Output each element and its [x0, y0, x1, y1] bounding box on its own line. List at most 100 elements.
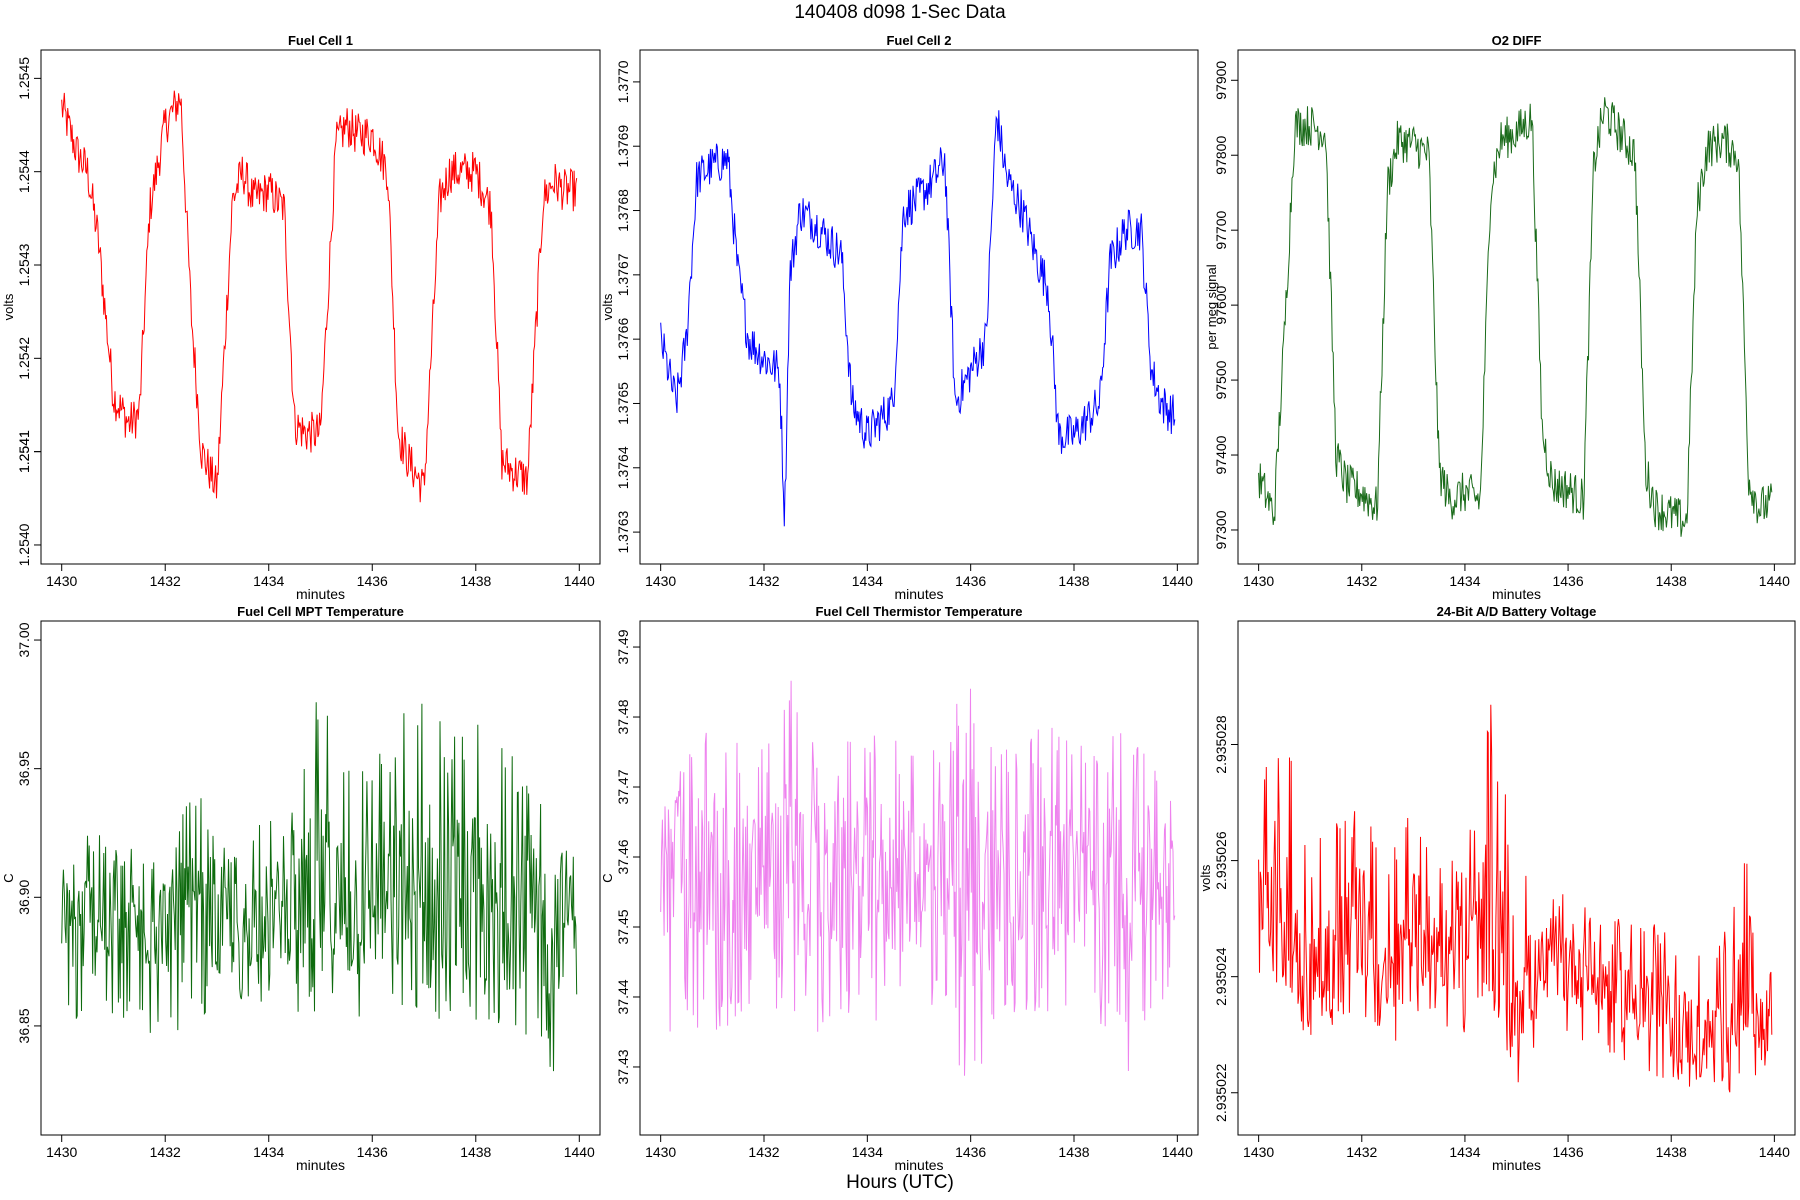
panel-3-ytick-label: 97900	[1213, 61, 1229, 100]
panel-2-xtick-label: 1430	[645, 573, 676, 589]
panel-5-xtick-label: 1430	[645, 1144, 676, 1160]
panel-5-xtick-label: 1436	[955, 1144, 986, 1160]
panel-2-ytick-label: 1.3763	[615, 510, 631, 553]
panel-4-xtick-label: 1438	[460, 1144, 491, 1160]
panel-6-plot-frame	[1237, 620, 1796, 1136]
panel-5-ytick-label: 37.48	[615, 699, 631, 734]
panel-4: Fuel Cell MPT Temperature 1430 1432 1434 143…	[1, 604, 601, 1173]
panel-5-xtick-label: 1432	[748, 1144, 779, 1160]
panel-2-ytick-label: 1.3768	[615, 189, 631, 232]
panel-3-ytick-label: 97800	[1213, 136, 1229, 175]
panel-5-ylabel: C	[600, 873, 615, 882]
panel-1-xlabel: minutes	[296, 586, 345, 602]
panel-2-xtick-label: 1434	[852, 573, 883, 589]
panel-1-title: Fuel Cell 1	[288, 33, 353, 48]
panel-4-ylabel: C	[1, 873, 16, 882]
panel-1-ytick-label: 1.2545	[16, 57, 32, 100]
panel-5-ytick-label: 37.49	[615, 629, 631, 664]
panel-2-xlabel: minutes	[894, 586, 943, 602]
panel-2-ytick-label: 1.3765	[615, 382, 631, 425]
panel-3-xtick-label: 1430	[1243, 573, 1274, 589]
panel-6-ytick-label: 2.935024	[1213, 947, 1229, 1006]
panel-5-ytick-label: 37.44	[615, 979, 631, 1014]
panel-6-ylabel: volts	[1198, 864, 1213, 891]
panel-6-ytick-label: 2.935026	[1213, 831, 1229, 890]
panel-6-xtick-label: 1440	[1759, 1144, 1790, 1160]
panel-4-xtick-label: 1432	[150, 1144, 181, 1160]
panel-1-xtick-label: 1434	[253, 573, 284, 589]
panel-5-ytick-label: 37.47	[615, 769, 631, 804]
panel-3-xlabel: minutes	[1492, 586, 1541, 602]
panel-5-xtick-label: 1440	[1162, 1144, 1193, 1160]
panel-3-ytick-label: 97400	[1213, 435, 1229, 474]
panel-2-xtick-label: 1438	[1058, 573, 1089, 589]
panel-5-ytick-label: 37.43	[615, 1049, 631, 1084]
panel-6-ytick-label: 2.935022	[1213, 1063, 1229, 1122]
panel-1: Fuel Cell 1 1430 1432 1434 1436 1438 1440 minut…	[1, 33, 601, 602]
panel-5-series-line	[660, 680, 1176, 1076]
panel-2-xtick-label: 1432	[748, 573, 779, 589]
panel-5-xtick-label: 1434	[852, 1144, 883, 1160]
figure-xlabel: Hours (UTC)	[846, 1172, 954, 1193]
panel-6-ytick-label: 2.935028	[1213, 715, 1229, 774]
panel-1-xtick-label: 1430	[46, 573, 77, 589]
panel-4-xtick-label: 1440	[564, 1144, 595, 1160]
panel-4-ytick-label: 36.90	[16, 880, 32, 915]
panel-3-series-line	[1258, 97, 1773, 537]
panel-6-xtick-label: 1432	[1346, 1144, 1377, 1160]
panel-2: Fuel Cell 2 1430 1432 1434 1436 1438 1440 minut…	[600, 33, 1199, 602]
panel-2-ytick-label: 1.3769	[615, 125, 631, 168]
panel-3-xtick-label: 1432	[1346, 573, 1377, 589]
panel-5-plot-frame	[639, 620, 1199, 1136]
panel-4-plot-frame	[40, 620, 601, 1136]
panel-2-series-line	[660, 110, 1176, 527]
panel-1-ylabel: volts	[1, 293, 16, 320]
panel-5-ytick-label: 37.46	[615, 839, 631, 874]
panel-4-ytick-label: 36.85	[16, 1008, 32, 1043]
panel-4-ytick-label: 37.00	[16, 622, 32, 657]
panel-2-title: Fuel Cell 2	[886, 33, 951, 48]
panel-1-xtick-label: 1436	[357, 573, 388, 589]
panel-2-ytick-label: 1.3767	[615, 253, 631, 296]
panel-4-xlabel: minutes	[296, 1157, 345, 1173]
panel-5-title: Fuel Cell Thermistor Temperature	[815, 604, 1022, 619]
panel-6-title: 24-Bit A/D Battery Voltage	[1437, 604, 1597, 619]
panel-3-xtick-label: 1440	[1759, 573, 1790, 589]
panel-1-xtick-label: 1438	[460, 573, 491, 589]
panel-3-xtick-label: 1434	[1449, 573, 1480, 589]
panel-6: 24-Bit A/D Battery Voltage 1430 1432 1434 14…	[1198, 604, 1796, 1173]
panel-2-ylabel: volts	[600, 293, 615, 320]
panel-1-ytick-label: 1.2542	[16, 337, 32, 380]
panel-2-xtick-label: 1436	[955, 573, 986, 589]
panel-4-ytick-label: 36.95	[16, 751, 32, 786]
panel-3: O2 DIFF 1430 1432 1434 1436 1438 1440 minutes 97…	[1204, 33, 1796, 602]
panel-1-ytick-label: 1.2543	[16, 243, 32, 286]
panel-1-plot-frame	[40, 49, 601, 565]
panel-5-xlabel: minutes	[894, 1157, 943, 1173]
panel-1-ytick-label: 1.2540	[16, 523, 32, 566]
panel-4-title: Fuel Cell MPT Temperature	[237, 604, 404, 619]
panel-4-series-line	[61, 702, 578, 1072]
panel-5: Fuel Cell Thermistor Temperature 1430 1432…	[600, 604, 1199, 1173]
panel-3-plot-frame	[1237, 49, 1796, 565]
panel-6-xtick-label: 1438	[1656, 1144, 1687, 1160]
panel-1-xtick-label: 1440	[564, 573, 595, 589]
panel-6-xtick-label: 1434	[1449, 1144, 1480, 1160]
panel-1-series-line	[61, 90, 578, 503]
panel-2-plot-frame	[639, 49, 1199, 565]
panel-3-ytick-label: 97300	[1213, 510, 1229, 549]
panel-1-ytick-label: 1.2541	[16, 430, 32, 473]
panel-1-ytick-label: 1.2541	[16, 430, 32, 473]
panel-6-xtick-label: 1436	[1552, 1144, 1583, 1160]
panel-3-ytick-label: 97700	[1213, 211, 1229, 250]
panel-3-xtick-label: 1438	[1656, 573, 1687, 589]
panel-4-xtick-label: 1436	[357, 1144, 388, 1160]
panel-5-xtick-label: 1438	[1058, 1144, 1089, 1160]
panel-1-ytick-label: 1.2544	[16, 150, 32, 193]
panel-2-ytick-label: 1.3764	[615, 446, 631, 489]
panel-2-ytick-label: 1.3770	[615, 60, 631, 103]
panel-2-xtick-label: 1440	[1162, 573, 1193, 589]
panel-4-xtick-label: 1430	[46, 1144, 77, 1160]
panel-3-title: O2 DIFF	[1492, 33, 1542, 48]
